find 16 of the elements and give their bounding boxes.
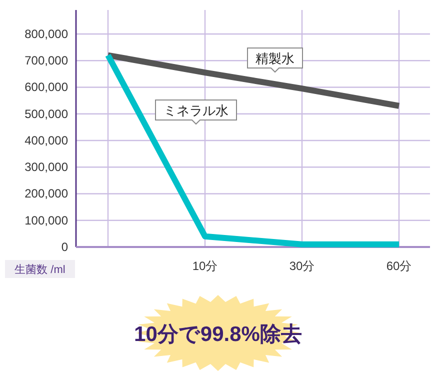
y-tick-label: 800,000 [24, 26, 68, 41]
series-label: ミネラル水 [164, 103, 228, 118]
x-tick-label: 60分 [386, 259, 412, 273]
x-tick-label: 30分 [289, 259, 315, 273]
series-label: 精製水 [256, 51, 294, 66]
y-tick-label: 600,000 [24, 80, 68, 94]
x-tick-label: 10分 [192, 259, 218, 273]
y-tick-label: 500,000 [24, 106, 68, 121]
y-tick-label: 0 [61, 240, 68, 254]
y-axis-title: 生菌数 /ml [14, 263, 66, 276]
y-tick-label: 200,000 [24, 186, 68, 201]
y-tick-label: 400,000 [24, 133, 68, 148]
y-tick-label: 300,000 [24, 160, 68, 174]
y-tick-label: 100,000 [24, 213, 68, 228]
y-tick-label: 700,000 [24, 54, 68, 68]
text: 10分で99.8%除去 [134, 323, 302, 346]
